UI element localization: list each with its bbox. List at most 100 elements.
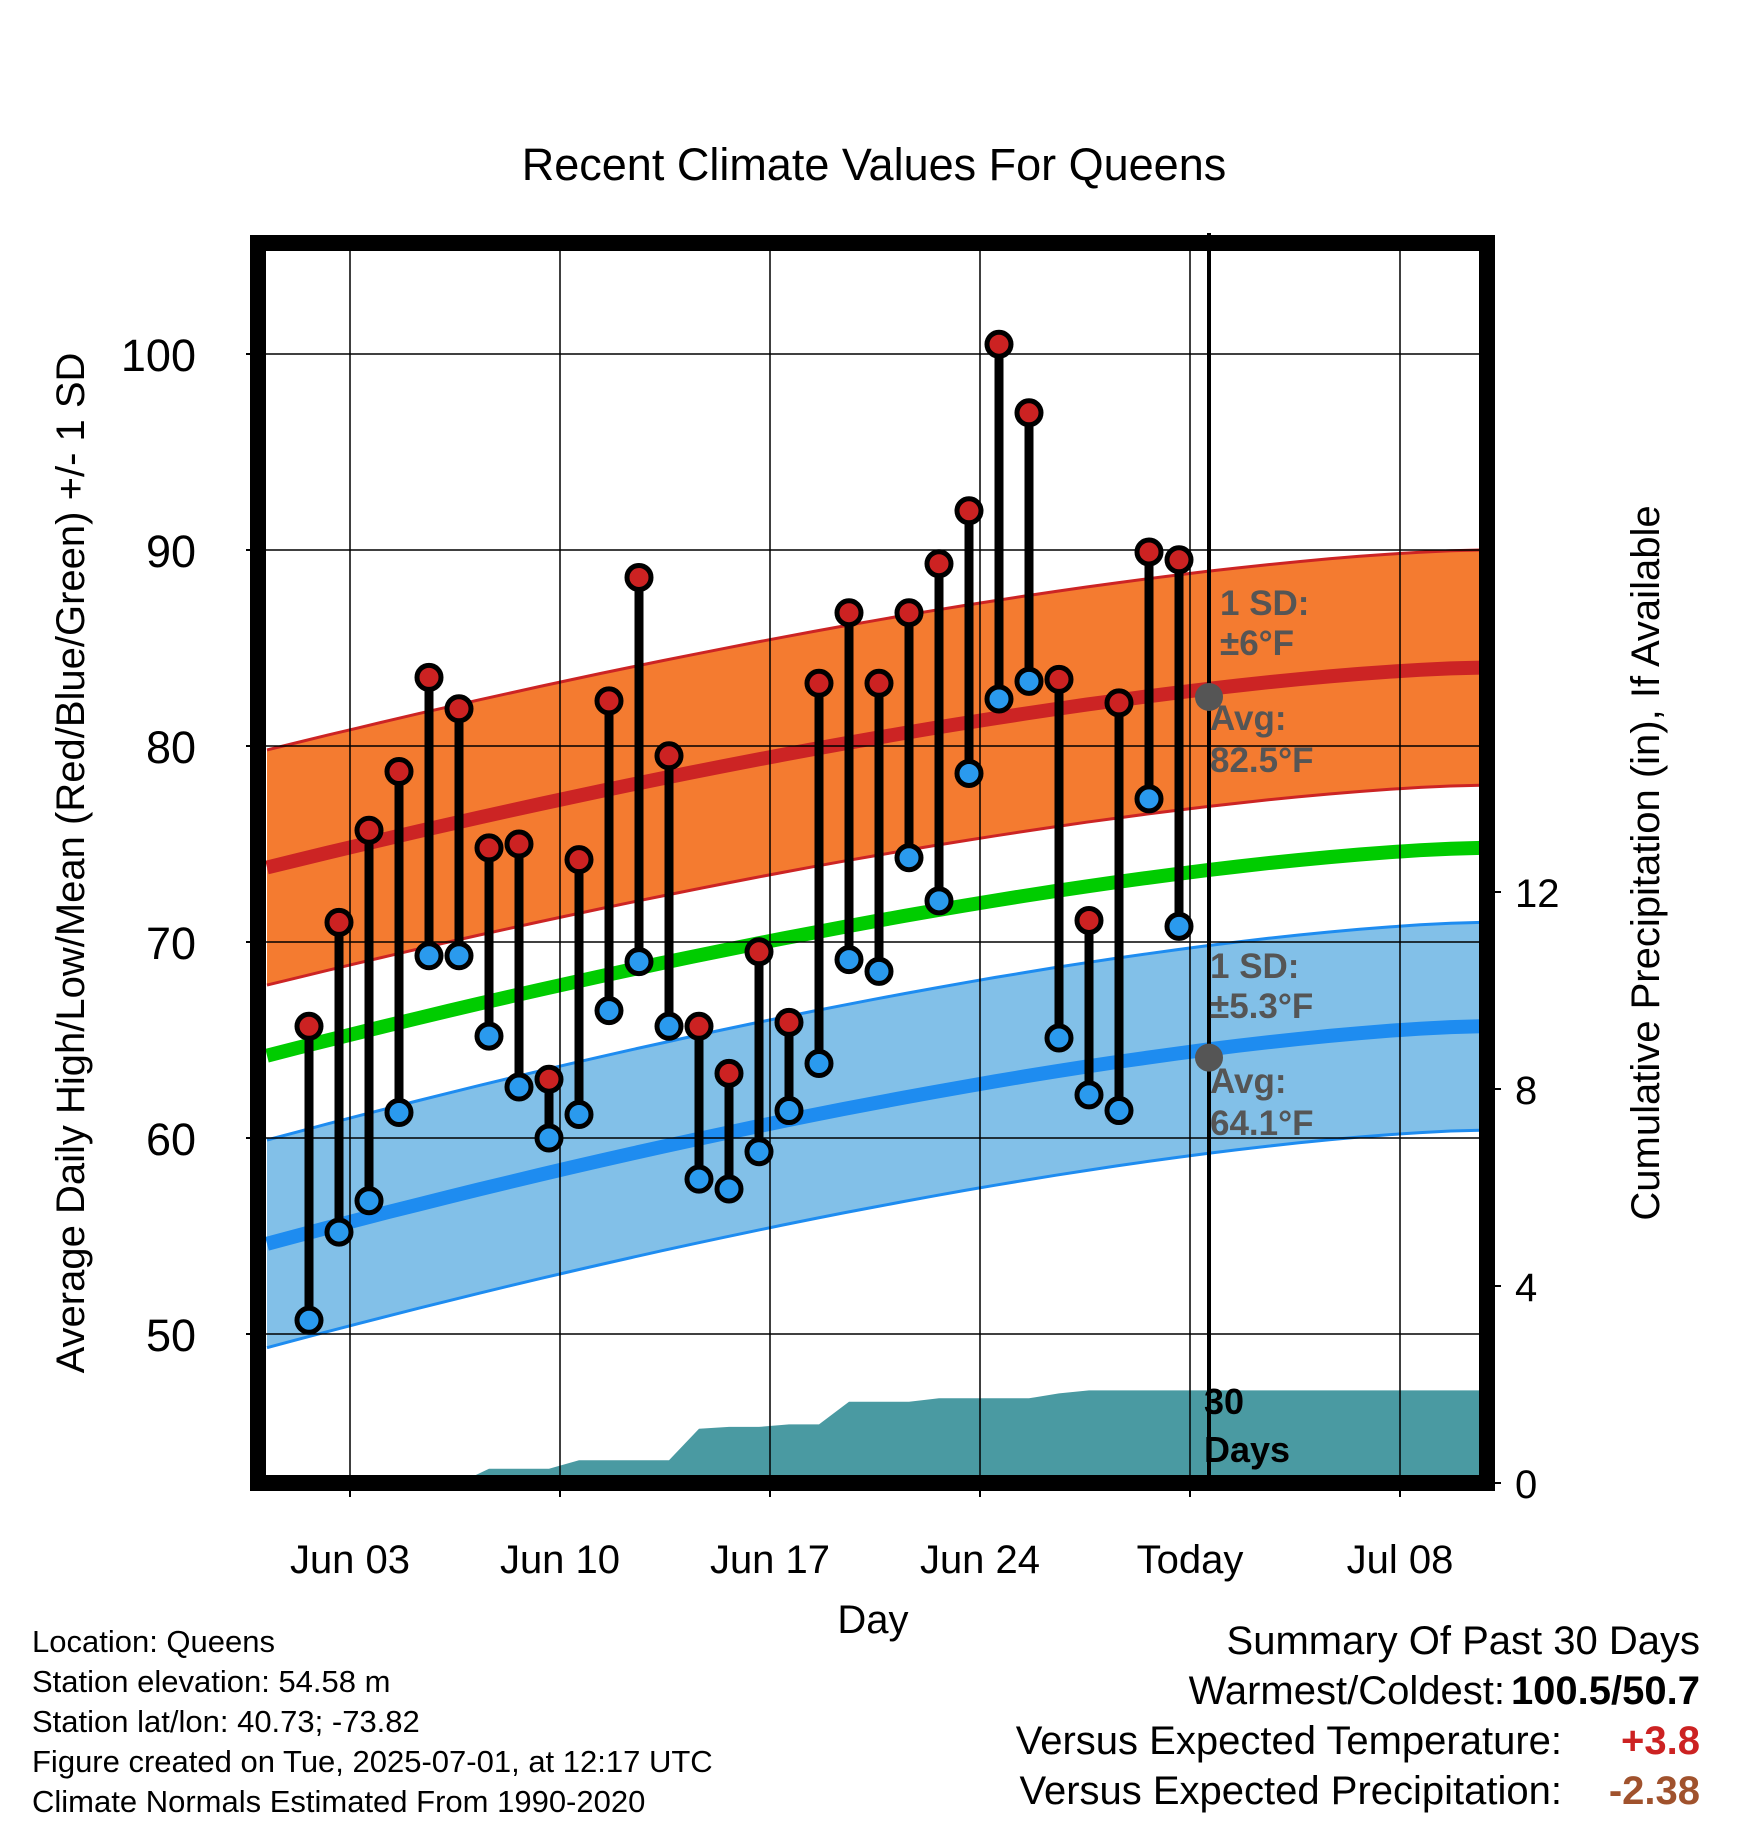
daily-high-point-16 (744, 937, 774, 967)
normal-low-line (265, 1019, 1482, 1251)
daily-low-point-17 (774, 1096, 804, 1126)
daily-low-point-26 (1044, 1023, 1074, 1053)
x-tick-label-0: Jun 03 (290, 1538, 410, 1582)
daily-low-point-22 (924, 886, 954, 916)
daily-low-point-12 (624, 947, 654, 977)
daily-low-point-30 (1164, 911, 1194, 941)
daily-low-point-2 (324, 1217, 354, 1247)
y-tick-label-50: 50 (146, 1310, 196, 1361)
plot-frame (250, 235, 1495, 1491)
daily-low-point-25 (1014, 666, 1044, 696)
high-sd-label-2: ±6°F (1220, 624, 1294, 663)
daily-high-point-2 (324, 907, 354, 937)
temp-row: Versus Expected Temperature: +3.8 (800, 1716, 1700, 1766)
x-tick-label-1: Jun 10 (500, 1538, 620, 1582)
daily-high-point-7 (474, 833, 504, 863)
y2-tick-label-0: 0 (1515, 1463, 1537, 1507)
chart-title: Recent Climate Values For Queens (522, 139, 1227, 190)
daily-low-point-13 (654, 1011, 684, 1041)
daily-high-point-14 (684, 1011, 714, 1041)
daily-high-point-23 (954, 496, 984, 526)
daily-low-point-4 (384, 1098, 414, 1128)
warm-cold-row: Warmest/Coldest: 100.5/50.7 (800, 1666, 1700, 1716)
x-tick-label-2: Jun 17 (710, 1538, 830, 1582)
daily-high-point-17 (774, 1007, 804, 1037)
daily-low-point-27 (1074, 1080, 1104, 1110)
daily-low-point-11 (594, 996, 624, 1026)
precip-row: Versus Expected Precipitation: -2.38 (800, 1766, 1700, 1816)
daily-high-point-24 (984, 329, 1014, 359)
daily-low-point-18 (804, 1049, 834, 1079)
today-low-avg-marker (1195, 1043, 1223, 1072)
normal-low-band (267, 922, 1481, 1348)
summary-panel: Summary Of Past 30 Days Warmest/Coldest:… (800, 1616, 1700, 1816)
precip-value: -2.38 (1608, 1769, 1700, 1813)
normals-text: Climate Normals Estimated From 1990-2020 (32, 1784, 646, 1819)
daily-high-point-30 (1164, 545, 1194, 575)
today-high-avg-marker (1195, 683, 1223, 711)
normal-low-lower-edge (266, 1128, 1482, 1350)
x-tick-label-4: Today (1137, 1538, 1244, 1582)
normal-high-line (265, 660, 1482, 875)
daily-high-point-12 (624, 562, 654, 592)
y2-tick-label-8: 8 (1515, 1069, 1537, 1113)
warm-cold-value: 100.5/50.7 (1510, 1669, 1700, 1713)
y2-tick-label-4: 4 (1515, 1266, 1537, 1310)
daily-low-point-24 (984, 684, 1014, 714)
y-tick-label-60: 60 (146, 1114, 196, 1165)
temp-label: Versus Expected Temperature: (1015, 1719, 1562, 1763)
temp-value: +3.8 (1621, 1719, 1700, 1763)
daily-high-point-22 (924, 549, 954, 579)
daily-high-point-27 (1074, 905, 1104, 935)
daily-high-point-4 (384, 756, 414, 786)
x-axis-label: Day (837, 1598, 908, 1642)
daily-high-point-20 (864, 668, 894, 698)
y-tick-label-90: 90 (146, 526, 196, 577)
daily-low-point-28 (1104, 1096, 1134, 1126)
low-avg-label-2: 64.1°F (1210, 1104, 1314, 1143)
daily-low-point-20 (864, 956, 894, 986)
daily-high-point-26 (1044, 664, 1074, 694)
daily-low-point-7 (474, 1021, 504, 1051)
station-info: Location: Queens Station elevation: 54.5… (32, 1622, 892, 1822)
warm-cold-label: Warmest/Coldest: (1188, 1669, 1505, 1713)
daily-high-point-19 (834, 598, 864, 628)
daily-low-point-15 (714, 1174, 744, 1204)
latlon-text: Station lat/lon: 40.73; -73.82 (32, 1704, 420, 1739)
daily-high-point-8 (504, 829, 534, 859)
y-tick-label-70: 70 (146, 918, 196, 969)
daily-low-point-19 (834, 945, 864, 975)
normal-high-lower-edge (266, 783, 1482, 987)
y2-tick-label-12: 12 (1515, 872, 1560, 916)
y-axis-label: Average Daily High/Low/Mean (Red/Blue/Gr… (49, 353, 93, 1374)
precip-area (267, 1390, 1481, 1483)
summary-title: Summary Of Past 30 Days (1226, 1619, 1700, 1663)
daily-high-point-6 (444, 694, 474, 724)
low-sd-label-1: 1 SD: (1210, 947, 1299, 986)
daily-low-point-29 (1134, 784, 1164, 814)
x-tick-label-5: Jul 08 (1347, 1538, 1454, 1582)
daily-high-point-18 (804, 668, 834, 698)
daily-low-point-14 (684, 1164, 714, 1194)
precip-label: Versus Expected Precipitation: (1019, 1769, 1562, 1813)
daily-low-point-10 (564, 1099, 594, 1129)
daily-low-point-9 (534, 1123, 564, 1153)
daily-low-point-6 (444, 941, 474, 971)
high-sd-label-1: 1 SD: (1220, 584, 1309, 623)
high-avg-label-2: 82.5°F (1210, 741, 1314, 780)
y-tick-label-80: 80 (146, 722, 196, 773)
days-label-2: Days (1204, 1429, 1290, 1470)
daily-high-point-21 (894, 598, 924, 628)
daily-high-point-1 (294, 1011, 324, 1041)
elevation-text: Station elevation: 54.58 m (32, 1664, 391, 1699)
daily-low-point-21 (894, 843, 924, 873)
daily-high-point-10 (564, 845, 594, 875)
y2-axis-label: Cumulative Precipitation (in), If Availa… (1624, 505, 1668, 1220)
low-sd-label-2: ±5.3°F (1210, 987, 1313, 1026)
daily-high-point-11 (594, 686, 624, 716)
daily-low-point-1 (294, 1305, 324, 1335)
daily-low-point-5 (414, 941, 444, 971)
daily-low-point-23 (954, 758, 984, 788)
normal-mean-line (265, 840, 1482, 1063)
